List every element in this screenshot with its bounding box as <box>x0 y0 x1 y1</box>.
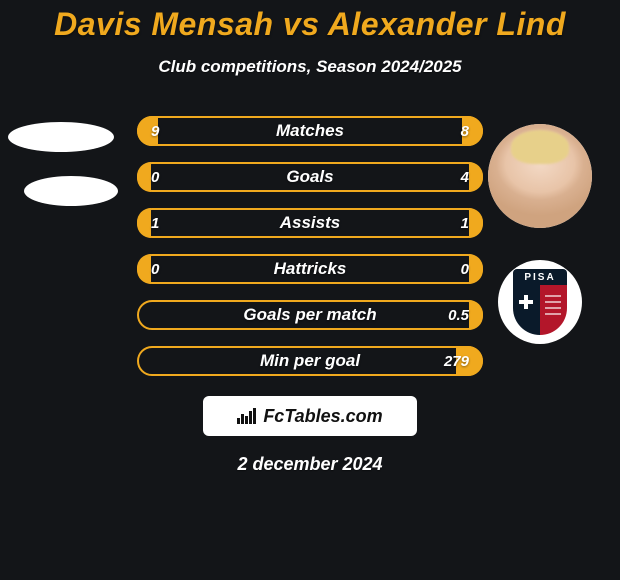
stat-row: 1 1Assists <box>137 208 483 238</box>
fill-right <box>469 300 483 330</box>
bar-chart-icon <box>237 408 257 424</box>
source-text: FcTables.com <box>263 406 382 427</box>
stats-section: 98Matches04Goals11Assists00Hattricks0.5G… <box>0 116 620 475</box>
comparison-canvas: Davis Mensah vs Alexander Lind Club comp… <box>0 0 620 580</box>
fill-right <box>469 162 483 192</box>
fill-right <box>462 116 483 146</box>
stat-label: Min per goal <box>139 348 481 374</box>
stat-label: Hattricks <box>139 256 481 282</box>
stat-value-right: 0 <box>461 256 469 282</box>
stat-value-left: 0 <box>151 164 159 190</box>
stat-label: Assists <box>139 210 481 236</box>
stats-rows: 98Matches04Goals11Assists00Hattricks0.5G… <box>137 116 483 376</box>
stat-label: Goals per match <box>139 302 481 328</box>
stat-value-right: 4 <box>461 164 469 190</box>
stat-label: Goals <box>139 164 481 190</box>
fill-left <box>137 116 158 146</box>
stat-value-left: 0 <box>151 256 159 282</box>
stat-row: 98Matches <box>137 116 483 146</box>
stat-label: Matches <box>139 118 481 144</box>
stat-value-right: 1 <box>461 210 469 236</box>
fill-left <box>137 254 151 284</box>
fill-left <box>137 208 151 238</box>
stat-row: 279Min per goal <box>137 346 483 376</box>
fill-right <box>456 346 483 376</box>
fill-right <box>469 254 483 284</box>
stat-row: 0 0Hattricks <box>137 254 483 284</box>
subtitle: Club competitions, Season 2024/2025 <box>0 57 620 77</box>
stat-value-right: 0.5 <box>448 302 469 328</box>
stat-value-left: 1 <box>151 210 159 236</box>
date-text: 2 december 2024 <box>0 454 620 475</box>
fill-left <box>137 162 151 192</box>
stat-row: 0 4Goals <box>137 162 483 192</box>
source-badge: FcTables.com <box>203 396 417 436</box>
page-title: Davis Mensah vs Alexander Lind <box>0 0 620 43</box>
fill-right <box>469 208 483 238</box>
stat-row: 0.5Goals per match <box>137 300 483 330</box>
